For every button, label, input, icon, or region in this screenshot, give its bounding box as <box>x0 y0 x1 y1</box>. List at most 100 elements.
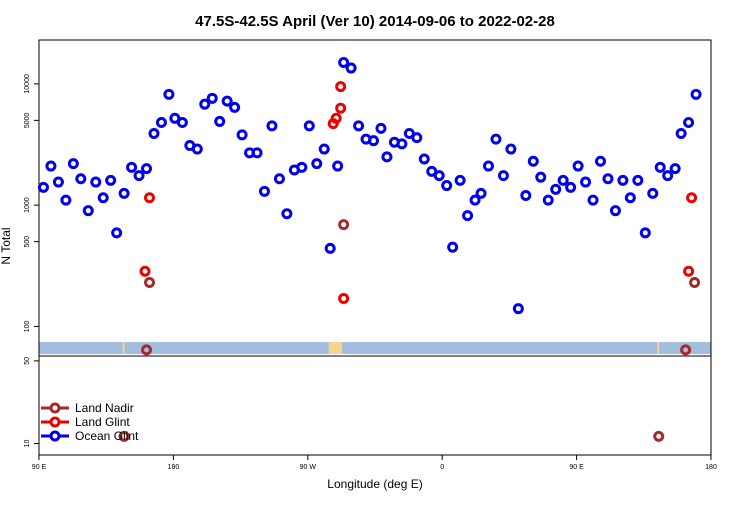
ocean-glint-point <box>214 115 226 127</box>
x-tick-label: 90 W <box>300 464 317 471</box>
x-tick-label: 0 <box>440 464 444 471</box>
ocean-glint-point <box>221 95 233 107</box>
y-tick-label-upper: 100 <box>24 320 31 332</box>
ocean-glint-point <box>155 117 167 129</box>
axes-layer: 90 E 180 90 W 0 90 E 180 100 500 1000 5000 10000 10… <box>24 39 717 471</box>
ocean-glint-point <box>565 181 577 193</box>
ocean-glint-point <box>594 155 606 167</box>
ocean-glint-point <box>118 187 130 199</box>
ocean-glint-point <box>447 241 459 253</box>
land-glint-point <box>338 292 350 304</box>
x-tick-label: 90 E <box>32 464 47 471</box>
ocean-glint-point <box>557 174 569 186</box>
ocean-glint-point <box>148 127 160 139</box>
ocean-glint-point <box>520 190 532 202</box>
ocean-glint-point <box>311 158 323 170</box>
ocean-glint-point <box>332 160 344 172</box>
land-glint-point <box>330 112 342 124</box>
ocean-glint-point <box>632 174 644 186</box>
ocean-glint-point <box>690 88 702 100</box>
y-tick-label-upper: 500 <box>24 236 31 248</box>
ocean-glint-point <box>662 170 674 182</box>
ocean-glint-point <box>206 92 218 104</box>
x-tick-label: 90 E <box>569 464 584 471</box>
land-band-segment <box>657 342 660 354</box>
land-nadir-point <box>338 219 350 231</box>
land-nadir-point-lower <box>118 430 130 442</box>
ocean-glint-point <box>199 98 211 110</box>
ocean-glint-point <box>303 120 315 132</box>
land-glint-point <box>144 192 156 204</box>
ocean-glint-point <box>617 174 629 186</box>
land-band-segment <box>122 342 125 354</box>
ocean-glint-point <box>475 187 487 199</box>
land-glint-point <box>683 265 695 277</box>
ocean-glint-point <box>411 132 423 144</box>
ocean-glint-point <box>236 129 248 141</box>
legend-marker <box>49 416 61 428</box>
ocean-glint-point <box>426 165 438 177</box>
y-tick-label-upper: 1000 <box>24 197 31 213</box>
legend-label: Land Nadir <box>75 401 134 415</box>
ocean-glint-point <box>97 192 109 204</box>
ocean-glint-point <box>647 187 659 199</box>
ocean-glint-point <box>624 192 636 204</box>
ocean-glint-point <box>433 170 445 182</box>
land-band-layer <box>39 342 711 354</box>
ocean-glint-point <box>67 158 79 170</box>
y-axis-label: N Total <box>0 227 13 264</box>
ocean-glint-point <box>490 133 502 145</box>
ocean-glint-point <box>602 173 614 185</box>
legend-label: Ocean Glint <box>75 429 139 443</box>
ocean-glint-point <box>163 88 175 100</box>
ocean-glint-point <box>273 173 285 185</box>
land-glint-point <box>335 102 347 114</box>
lower-panel-frame <box>38 355 712 456</box>
ocean-glint-point <box>381 151 393 163</box>
ocean-glint-point <box>368 135 380 147</box>
ocean-glint-point <box>45 160 57 172</box>
ocean-glint-point <box>454 174 466 186</box>
land-nadir-point <box>141 344 153 356</box>
ocean-glint-point <box>639 227 651 239</box>
ocean-glint-point <box>527 155 539 167</box>
ocean-glint-point <box>572 160 584 172</box>
ocean-glint-point <box>229 101 241 113</box>
ocean-glint-point <box>462 210 474 222</box>
points-layer <box>37 57 702 442</box>
ocean-glint-point <box>281 208 293 220</box>
ocean-glint-point <box>675 127 687 139</box>
ocean-glint-point <box>345 62 357 74</box>
ocean-glint-point <box>505 143 517 155</box>
ocean-glint-point <box>482 160 494 172</box>
ocean-glint-point <box>338 57 350 69</box>
ocean-glint-point <box>580 176 592 188</box>
ocean-glint-point <box>609 205 621 217</box>
ocean-glint-point <box>60 194 72 206</box>
land-nadir-point <box>689 277 701 289</box>
ocean-glint-point <box>324 242 336 254</box>
y-tick-label-upper: 10000 <box>24 74 31 94</box>
ocean-glint-point <box>105 174 117 186</box>
ocean-glint-point <box>251 147 263 159</box>
x-axis-label: Longitude (deg E) <box>327 477 422 491</box>
ocean-glint-point <box>176 117 188 129</box>
ocean-glint-point <box>418 153 430 165</box>
land-nadir-point <box>144 277 156 289</box>
ocean-glint-point <box>75 173 87 185</box>
land-glint-point <box>686 192 698 204</box>
y-tick-label-lower: 50 <box>24 357 31 365</box>
ocean-glint-point <box>296 161 308 173</box>
x-tick-label: 180 <box>168 464 180 471</box>
ocean-glint-point <box>353 120 365 132</box>
ocean-glint-point <box>82 205 94 217</box>
ocean-glint-point <box>126 161 138 173</box>
ocean-glint-point <box>52 176 64 188</box>
ocean-glint-point <box>683 117 695 129</box>
ocean-glint-point <box>90 176 102 188</box>
ocean-glint-point <box>141 163 153 175</box>
ocean-glint-point <box>258 185 270 197</box>
land-glint-point <box>335 81 347 93</box>
